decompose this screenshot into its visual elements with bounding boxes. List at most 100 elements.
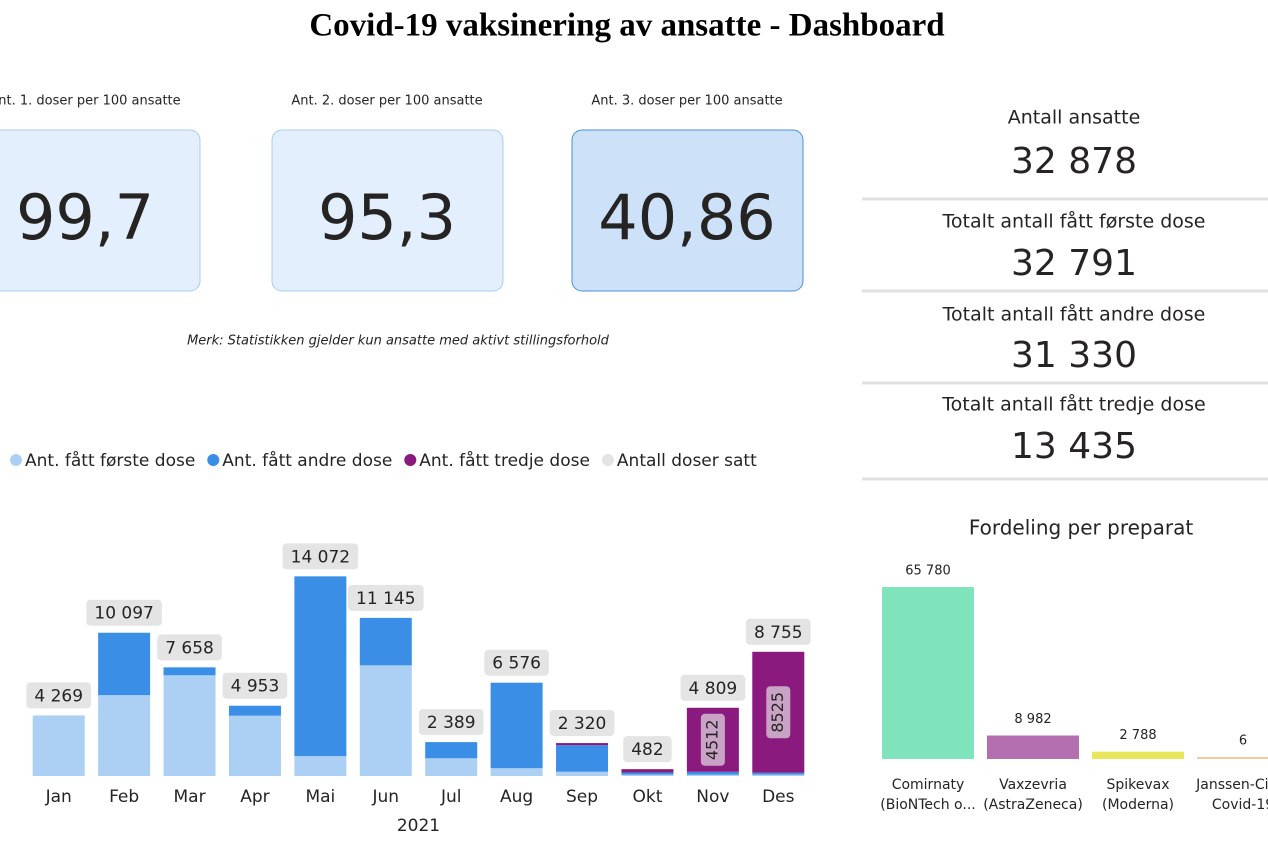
bar [1092,751,1184,759]
x-tick-label: (AstraZeneca) [983,797,1083,813]
bar-segment [425,742,478,759]
total-label-box [745,618,811,645]
bar-segment [621,772,674,775]
total-label-box [484,649,549,676]
bar-segment [163,667,216,676]
x-tick-label: Nov [696,787,729,807]
bar-segment [621,769,674,773]
x-tick-label: Jan [45,787,72,807]
bar [987,735,1079,759]
bar-segment [752,772,805,775]
bar-segment [228,715,281,776]
bar-segment [752,774,805,776]
stat-value: 13 435 [1011,426,1137,467]
bar [882,587,974,759]
x-tick-label: Vaxzevria [999,777,1067,793]
kpi-value: 40,86 [598,181,776,254]
stat-label: Antall ansatte [1008,107,1141,129]
x-tick-label: Apr [240,787,269,807]
bar-segment [490,682,543,769]
inner-label-box [766,686,791,739]
stat-value: 31 330 [1011,335,1137,376]
stat-value: 32 791 [1011,243,1137,284]
x-tick-label: Comirnaty [892,777,965,793]
x-tick-label: Spikevax [1106,777,1169,793]
x-tick-label: Covid-19 [1212,797,1268,813]
kpi-value: 99,7 [16,181,154,254]
kpi-label: Ant. 1. doser per 100 ansatte [0,94,181,109]
stat-label: Totalt antall fått tredje dose [941,393,1205,416]
bar-segment [359,665,412,776]
kpi-card [0,129,201,292]
total-label-box [282,543,359,570]
legend-marker [10,454,22,466]
legend-marker [404,454,417,466]
monthly-chart: Ant. fått første dose Ant. fått andre dos… [10,450,811,836]
kpi-label: Ant. 3. doser per 100 ansatte [591,94,782,109]
total-label-box [549,710,615,737]
total-label: 10 097 [94,604,153,624]
bar-segment [490,768,543,776]
bar-segment [98,695,151,776]
kpi-label: Ant. 2. doser per 100 ansatte [291,94,482,109]
inner-label-box [700,713,725,766]
kpi-card [271,129,504,292]
bar-segment [686,771,739,775]
legend-label: Ant. fått første dose [25,450,195,471]
kpi-card [571,129,804,292]
total-label: 6 576 [492,654,541,674]
bar-segment [294,756,347,776]
bar-segment [98,632,151,696]
legend-label: Antall doser satt [617,451,757,471]
total-label: 14 072 [291,547,350,567]
x-tick-label: (BioNTech o... [880,797,975,813]
total-label-box [26,682,92,709]
total-label: 7 658 [165,638,214,658]
x-tick-label: Feb [109,787,139,807]
total-label-box [623,736,672,763]
total-label: 482 [631,740,663,760]
x-tick-label: Sep [566,787,598,807]
total-label: 11 145 [356,589,415,609]
preparat-chart: Fordeling per preparat 65 780 Comirnaty (Bi… [880,516,1268,813]
legend-label: Ant. fått tredje dose [419,450,590,471]
bar-segment [163,675,216,776]
x-axis-title: 2021 [397,816,440,836]
total-label: 4 953 [231,677,280,697]
value-label: 8 982 [1014,712,1051,727]
bar-segment [32,715,85,776]
inner-label: 8525 [768,692,787,733]
bar-segment [228,705,281,716]
bar-segment [425,758,478,776]
note: Merk: Statistikken gjelder kun ansatte m… [187,334,610,349]
total-label: 4 269 [34,686,83,706]
legend-marker [207,454,220,466]
x-tick-label: Jul [440,787,462,807]
bar-segment [686,774,739,776]
stat-label: Totalt antall fått andre dose [942,303,1206,326]
title: Covid-19 vaksinering av ansatte - Dashbo… [309,8,944,44]
total-label-box [418,709,484,736]
total-label: 4 809 [689,679,738,699]
value-label: 65 780 [905,564,951,579]
total-label-box [680,674,746,701]
value-label: 6 [1239,734,1247,749]
x-tick-label: Mar [174,787,206,807]
stat-label: Totalt antall fått første dose [942,210,1206,233]
x-tick-label: Mai [305,787,335,807]
total-label: 2 389 [427,713,476,733]
value-label: 2 788 [1119,728,1156,743]
bar-segment [556,743,609,746]
bar-segment [556,745,609,772]
inner-label: 4512 [702,719,721,760]
x-tick-label: Okt [633,787,663,807]
total-label-box [222,672,288,699]
bar-segment [556,771,609,776]
x-tick-label: (Moderna) [1102,797,1174,813]
bar-segment [621,774,674,776]
bar-segment [294,576,347,757]
total-label-box [348,584,424,611]
chart-title: Fordeling per preparat [969,516,1194,540]
